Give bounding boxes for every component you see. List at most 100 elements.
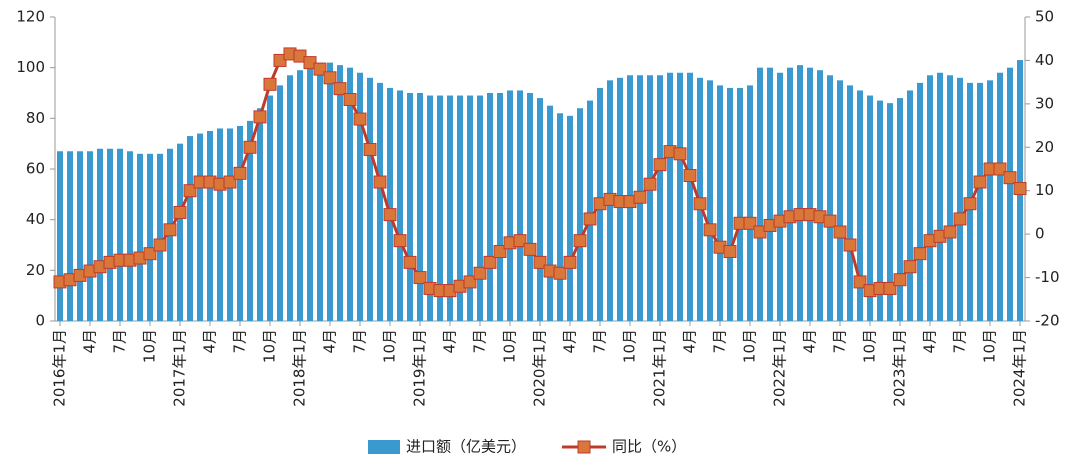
y-tick-label: 20	[26, 261, 45, 279]
bar	[297, 70, 303, 321]
line-marker	[583, 212, 597, 226]
line-marker	[723, 245, 737, 259]
bar	[97, 148, 103, 321]
line-marker	[383, 208, 397, 222]
line-marker	[173, 205, 187, 219]
y-tick-label: 60	[26, 160, 45, 178]
line-marker	[743, 216, 757, 230]
bar	[177, 143, 183, 321]
line-marker	[463, 275, 477, 289]
line-marker	[903, 260, 917, 274]
line-marker	[653, 158, 667, 172]
bar	[127, 151, 133, 321]
line-marker	[633, 190, 647, 204]
line-marker	[183, 184, 197, 198]
x-tick-label: 10月	[741, 329, 759, 363]
x-tick-label: 10月	[621, 329, 639, 363]
y2-tick-label: 0	[1035, 225, 1045, 243]
bar	[317, 62, 323, 321]
bar	[847, 85, 853, 322]
bar	[897, 98, 903, 321]
bar	[467, 95, 473, 322]
bar	[727, 87, 733, 321]
bar	[117, 148, 123, 321]
x-tick-label: 2021年1月	[651, 329, 669, 407]
line-marker	[853, 275, 867, 289]
bar	[347, 67, 353, 322]
bar	[87, 151, 93, 321]
bar	[657, 75, 663, 322]
line-marker	[273, 53, 287, 67]
bar	[307, 65, 313, 321]
bar	[787, 67, 793, 322]
line-marker	[973, 175, 987, 189]
bar	[887, 103, 893, 321]
x-tick-label: 2022年1月	[771, 329, 789, 407]
bar	[927, 75, 933, 322]
bar	[527, 93, 533, 321]
x-tick-label: 7月	[351, 329, 369, 354]
bar	[107, 148, 113, 321]
y-tick-label: 80	[26, 109, 45, 127]
bar	[217, 128, 223, 321]
line-marker	[1003, 171, 1017, 185]
bar	[587, 100, 593, 321]
x-tick-label: 4月	[81, 329, 99, 354]
line-marker	[553, 266, 567, 280]
line-marker	[683, 169, 697, 183]
bar	[337, 65, 343, 321]
bar	[987, 80, 993, 321]
x-tick-label: 7月	[951, 329, 969, 354]
bar	[797, 65, 803, 321]
bar	[207, 131, 213, 321]
legend-label: 进口额（亿美元）	[406, 438, 526, 456]
bar	[827, 75, 833, 322]
line-marker	[673, 147, 687, 161]
bar	[667, 72, 673, 321]
x-tick-label: 4月	[321, 329, 339, 354]
line-marker	[913, 247, 927, 261]
bar	[917, 82, 923, 321]
x-tick-label: 10月	[981, 329, 999, 363]
bar	[867, 95, 873, 322]
legend-swatch	[577, 440, 591, 454]
bar	[377, 82, 383, 321]
x-tick-label: 4月	[681, 329, 699, 354]
y-tick-label: 100	[16, 58, 45, 76]
x-tick-label: 7月	[711, 329, 729, 354]
bar	[147, 153, 153, 321]
bar	[197, 133, 203, 321]
x-tick-label: 2016年1月	[51, 329, 69, 407]
x-tick-label: 4月	[921, 329, 939, 354]
bar	[767, 67, 773, 322]
x-tick-label: 4月	[561, 329, 579, 354]
bar	[997, 72, 1003, 321]
bar	[517, 90, 523, 321]
bar	[757, 67, 763, 322]
bar	[477, 95, 483, 322]
bar	[487, 93, 493, 321]
line-marker	[233, 166, 247, 180]
x-tick-label: 7月	[591, 329, 609, 354]
bar	[427, 95, 433, 322]
line-marker	[253, 110, 267, 124]
y2-tick-label: 30	[1035, 94, 1054, 112]
bar	[717, 85, 723, 322]
line-marker	[953, 212, 967, 226]
x-tick-label: 7月	[111, 329, 129, 354]
bar	[817, 70, 823, 321]
line-marker	[413, 271, 427, 285]
line-marker	[373, 175, 387, 189]
bar	[457, 95, 463, 322]
y-tick-label: 0	[35, 312, 45, 330]
line-marker	[833, 225, 847, 239]
bar	[397, 90, 403, 321]
bar	[647, 75, 653, 322]
line-marker	[313, 62, 327, 76]
bar	[407, 93, 413, 321]
bar	[187, 136, 193, 321]
bar	[877, 100, 883, 321]
line-marker	[893, 273, 907, 287]
line-marker	[693, 197, 707, 211]
